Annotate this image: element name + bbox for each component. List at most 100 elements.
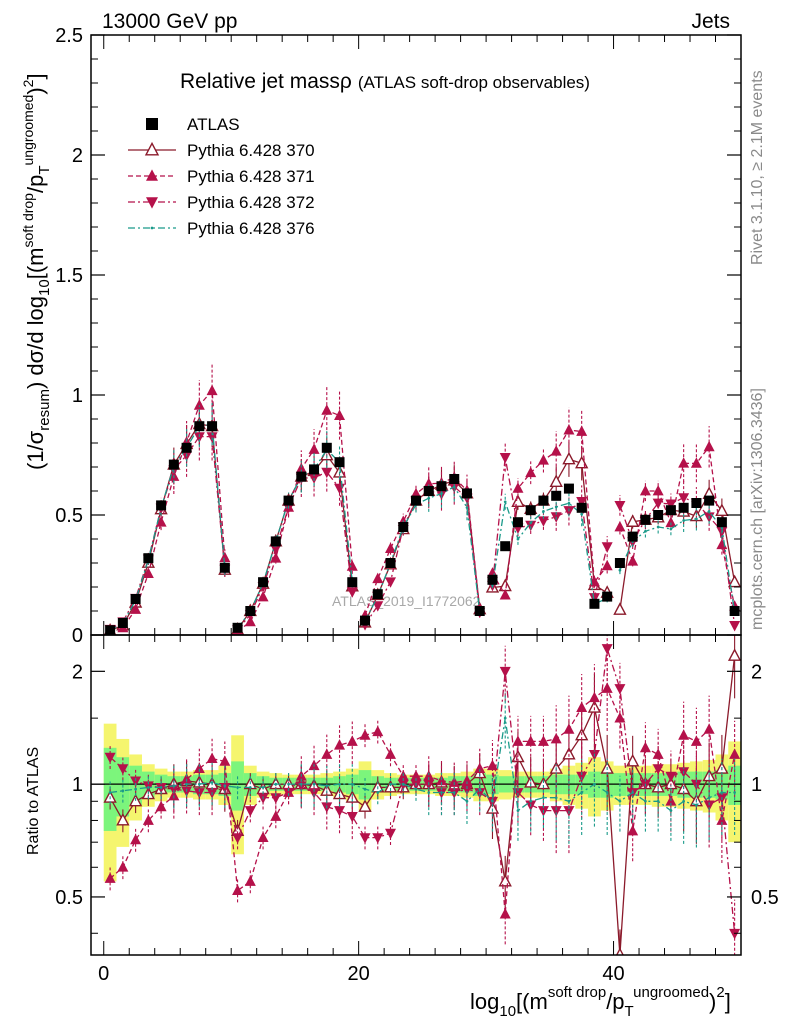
ratio-point [197, 782, 201, 786]
ratio-point [372, 725, 384, 737]
ratio-point [270, 810, 282, 821]
legend-item: ATLAS [146, 115, 240, 134]
ratio-y-tick-label-left: 1 [72, 774, 83, 796]
ratio-point [525, 735, 537, 746]
series-point [511, 494, 525, 507]
series-line [237, 448, 353, 629]
ratio-point [232, 884, 244, 895]
atlas-point [398, 522, 409, 532]
ratio-point [448, 776, 460, 787]
series-point [614, 520, 626, 532]
ratio-point [682, 799, 685, 803]
ratio-point [499, 666, 511, 678]
ratio-point [232, 833, 244, 844]
series-point [525, 466, 537, 478]
atlas-point [653, 510, 664, 520]
series-line [491, 429, 608, 598]
atlas-point [589, 598, 600, 609]
ratio-point [465, 799, 469, 803]
series-point [512, 482, 524, 493]
series-point [678, 493, 690, 504]
series-line [619, 445, 736, 607]
series-line [364, 486, 481, 625]
ratio-point [346, 812, 358, 823]
atlas-point [156, 500, 167, 511]
series-point [295, 462, 307, 474]
ratio-point [172, 784, 176, 788]
atlas-point [461, 488, 472, 499]
ratio-point [168, 784, 180, 796]
ratio-point [104, 752, 116, 764]
legend-marker [146, 197, 158, 209]
ratio-point [644, 799, 647, 803]
series-point [618, 568, 622, 572]
ratio-point [618, 799, 622, 803]
series-point [669, 527, 673, 531]
ylabel-sup-ungroomed: ungroomed [20, 95, 36, 166]
ratio-plot-frame [90, 634, 742, 956]
ratio-point [147, 786, 150, 789]
ratio-point [325, 784, 329, 788]
atlas-point [665, 505, 676, 516]
legend-marker [144, 141, 160, 156]
ratio-point [576, 701, 588, 713]
main-y-tick-label: 2.5 [55, 25, 83, 47]
ratio-point [678, 729, 690, 740]
atlas-point [691, 498, 702, 508]
atlas-point [704, 495, 715, 506]
atlas-point [321, 442, 332, 453]
ratio-point [134, 787, 137, 791]
series-point [206, 384, 218, 396]
series-point [219, 551, 231, 563]
main-y-tick-label: 0.5 [55, 505, 83, 527]
ratio-point [108, 791, 112, 794]
series-point [130, 603, 142, 614]
ratio-point [498, 873, 512, 887]
atlas-point [283, 495, 294, 506]
xlabel-sup-ungroomed: ungroomed [633, 984, 709, 1001]
series-point [193, 432, 205, 443]
ratio-point [244, 875, 256, 886]
xlabel-part-2: [(m [516, 989, 548, 1014]
ylabel-part-2: ) dσ/d log [23, 296, 48, 389]
ratio-point [627, 824, 639, 836]
atlas-point [194, 421, 205, 432]
ratio-point [554, 796, 558, 800]
series-point [656, 525, 660, 529]
legend-item: Pythia 6.428 371 [128, 167, 315, 186]
atlas-point [232, 622, 243, 633]
ratio-point [236, 786, 239, 789]
ratio-point [474, 788, 486, 799]
ratio-point [244, 806, 256, 817]
ratio-point [350, 782, 354, 786]
ratio-point [338, 782, 341, 786]
series-point [703, 440, 715, 452]
atlas-point [105, 625, 116, 635]
x-tick-label: 20 [348, 963, 370, 985]
ratio-point [524, 774, 538, 788]
ratio-point [320, 783, 334, 796]
ratio-point [363, 787, 367, 791]
atlas-point [500, 541, 511, 552]
ratio-point [542, 796, 545, 800]
plot-title-main: Relative jet massρ [180, 70, 352, 93]
series-line [237, 471, 353, 631]
ratio-point [729, 748, 741, 759]
ratio-point [452, 791, 456, 794]
legend-marker [146, 169, 158, 181]
atlas-point [181, 442, 192, 453]
atlas-point [576, 502, 587, 513]
series-point [193, 399, 205, 410]
ratio-series-4 [108, 692, 736, 848]
atlas-point [474, 606, 485, 616]
series-line [491, 501, 608, 605]
plot-title: Relative jet massρ (ATLAS soft-drop obser… [180, 70, 590, 93]
header-energy: 13000 GeV pp [102, 10, 237, 33]
ratio-point [427, 791, 431, 794]
x-axis-label: log10[(msoft drop/pTungroomed)2] [470, 984, 731, 1020]
ratio-point [652, 764, 664, 775]
series-line [619, 492, 736, 610]
legend-label: Pythia 6.428 370 [187, 141, 315, 160]
series-point [257, 590, 269, 602]
mcplots-label: mcplots.cern.ch [arXiv:1306.3436] [749, 388, 766, 630]
